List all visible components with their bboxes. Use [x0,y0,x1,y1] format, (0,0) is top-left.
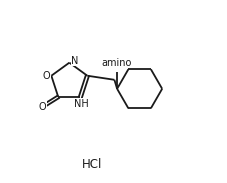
Text: N: N [72,55,79,66]
Text: O: O [39,102,46,112]
Text: HCl: HCl [82,158,102,171]
Text: amino: amino [101,58,131,68]
Text: NH: NH [74,99,89,109]
Text: O: O [42,71,50,81]
